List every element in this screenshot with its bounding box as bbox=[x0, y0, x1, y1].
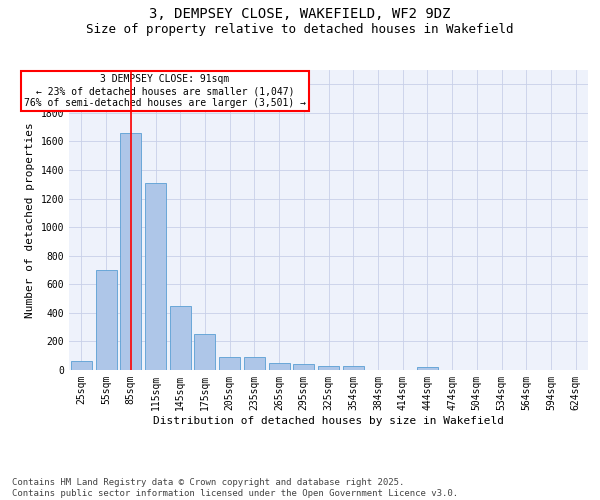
Bar bbox=[194, 334, 215, 370]
Bar bbox=[318, 366, 339, 370]
Bar bbox=[145, 183, 166, 370]
Bar bbox=[269, 363, 290, 370]
Bar bbox=[343, 366, 364, 370]
Bar bbox=[95, 270, 116, 370]
Text: Contains HM Land Registry data © Crown copyright and database right 2025.
Contai: Contains HM Land Registry data © Crown c… bbox=[12, 478, 458, 498]
Bar bbox=[71, 360, 92, 370]
Text: 3, DEMPSEY CLOSE, WAKEFIELD, WF2 9DZ: 3, DEMPSEY CLOSE, WAKEFIELD, WF2 9DZ bbox=[149, 8, 451, 22]
Bar bbox=[293, 364, 314, 370]
Bar bbox=[417, 367, 438, 370]
Bar bbox=[219, 357, 240, 370]
Y-axis label: Number of detached properties: Number of detached properties bbox=[25, 122, 35, 318]
Bar bbox=[120, 133, 141, 370]
Text: Size of property relative to detached houses in Wakefield: Size of property relative to detached ho… bbox=[86, 22, 514, 36]
X-axis label: Distribution of detached houses by size in Wakefield: Distribution of detached houses by size … bbox=[153, 416, 504, 426]
Bar bbox=[244, 357, 265, 370]
Bar bbox=[170, 306, 191, 370]
Text: 3 DEMPSEY CLOSE: 91sqm
← 23% of detached houses are smaller (1,047)
76% of semi-: 3 DEMPSEY CLOSE: 91sqm ← 23% of detached… bbox=[24, 74, 306, 108]
